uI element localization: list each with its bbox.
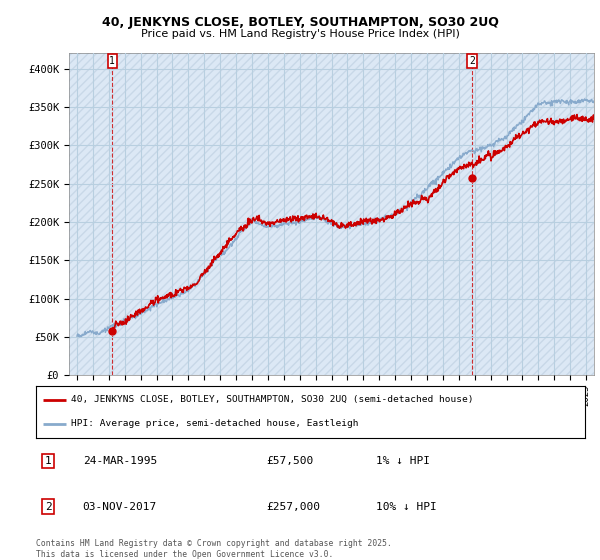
Text: 2: 2	[45, 502, 52, 512]
Text: £57,500: £57,500	[266, 456, 314, 466]
Text: 2: 2	[469, 56, 475, 66]
Text: Contains HM Land Registry data © Crown copyright and database right 2025.
This d: Contains HM Land Registry data © Crown c…	[36, 539, 392, 559]
Text: 1: 1	[109, 56, 115, 66]
Text: Price paid vs. HM Land Registry's House Price Index (HPI): Price paid vs. HM Land Registry's House …	[140, 29, 460, 39]
Text: 03-NOV-2017: 03-NOV-2017	[83, 502, 157, 512]
Text: 40, JENKYNS CLOSE, BOTLEY, SOUTHAMPTON, SO30 2UQ: 40, JENKYNS CLOSE, BOTLEY, SOUTHAMPTON, …	[101, 16, 499, 29]
Text: 24-MAR-1995: 24-MAR-1995	[83, 456, 157, 466]
Text: HPI: Average price, semi-detached house, Eastleigh: HPI: Average price, semi-detached house,…	[71, 419, 358, 428]
Text: £257,000: £257,000	[266, 502, 320, 512]
Text: 10% ↓ HPI: 10% ↓ HPI	[376, 502, 437, 512]
Text: 40, JENKYNS CLOSE, BOTLEY, SOUTHAMPTON, SO30 2UQ (semi-detached house): 40, JENKYNS CLOSE, BOTLEY, SOUTHAMPTON, …	[71, 395, 473, 404]
Text: 1: 1	[45, 456, 52, 466]
Text: 1% ↓ HPI: 1% ↓ HPI	[376, 456, 430, 466]
